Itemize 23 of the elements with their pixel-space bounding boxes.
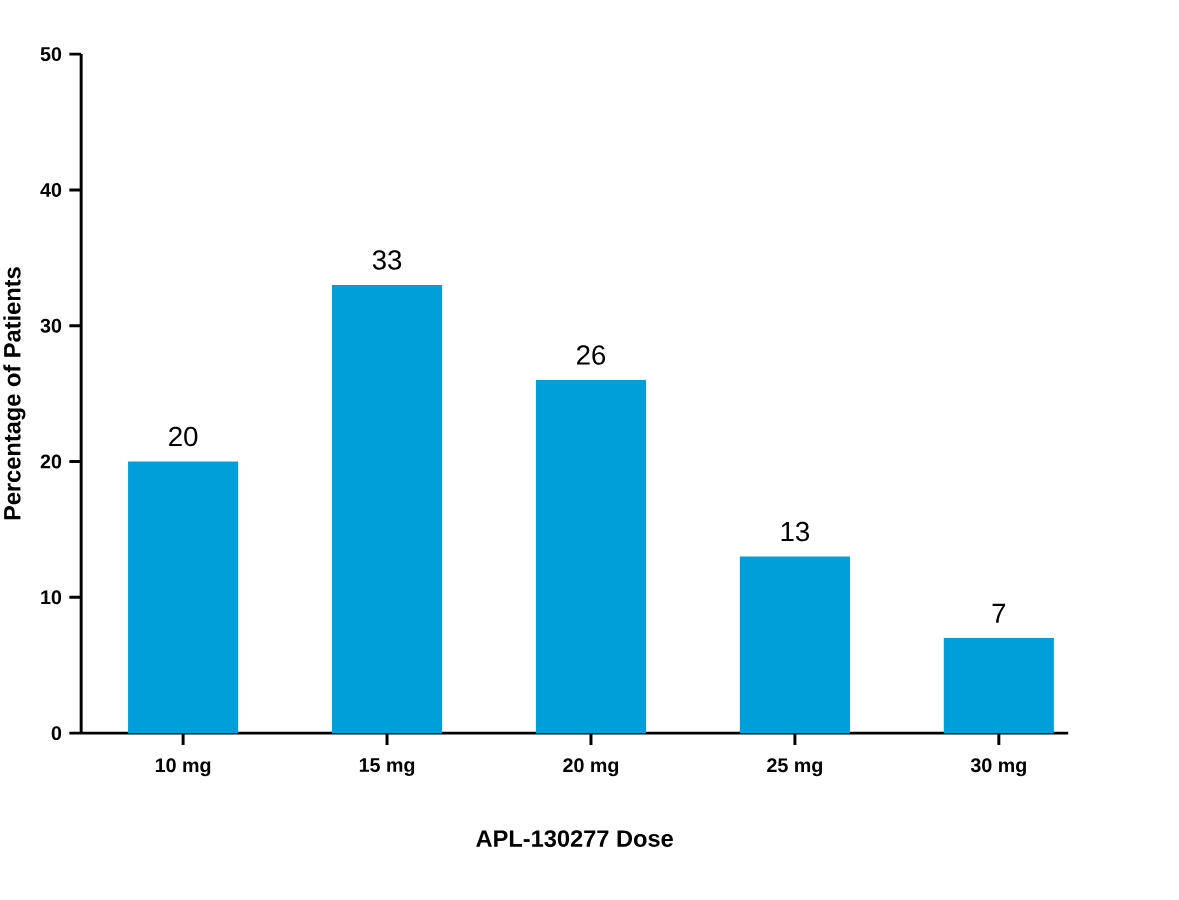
x-tick-label: 25 mg [767, 758, 823, 776]
data-label: 20 [169, 426, 198, 447]
y-tick-label: 20 [40, 454, 62, 469]
y-tick-label: 0 [51, 725, 62, 740]
y-tick-label: 40 [40, 182, 62, 197]
y-tick-label: 30 [40, 318, 62, 333]
bar [331, 284, 443, 733]
y-axis-title: Percentage of Patients [3, 267, 26, 520]
x-tick-label: 15 mg [359, 758, 415, 776]
x-tick-label: 20 mg [563, 758, 619, 776]
data-label: 33 [372, 249, 402, 270]
x-tick-label: 10 mg [155, 758, 211, 776]
bar [943, 637, 1054, 733]
bar [128, 461, 239, 733]
bar [535, 379, 647, 733]
y-tick-label: 10 [41, 590, 62, 605]
x-axis-title: APL-130277 Dose [476, 829, 673, 847]
y-tick-label: 50 [40, 46, 62, 61]
data-label: 26 [577, 345, 606, 365]
data-label: 7 [992, 603, 1006, 623]
bar [739, 556, 850, 733]
x-tick-label: 30 mg [970, 758, 1026, 776]
data-label: 13 [781, 521, 810, 542]
